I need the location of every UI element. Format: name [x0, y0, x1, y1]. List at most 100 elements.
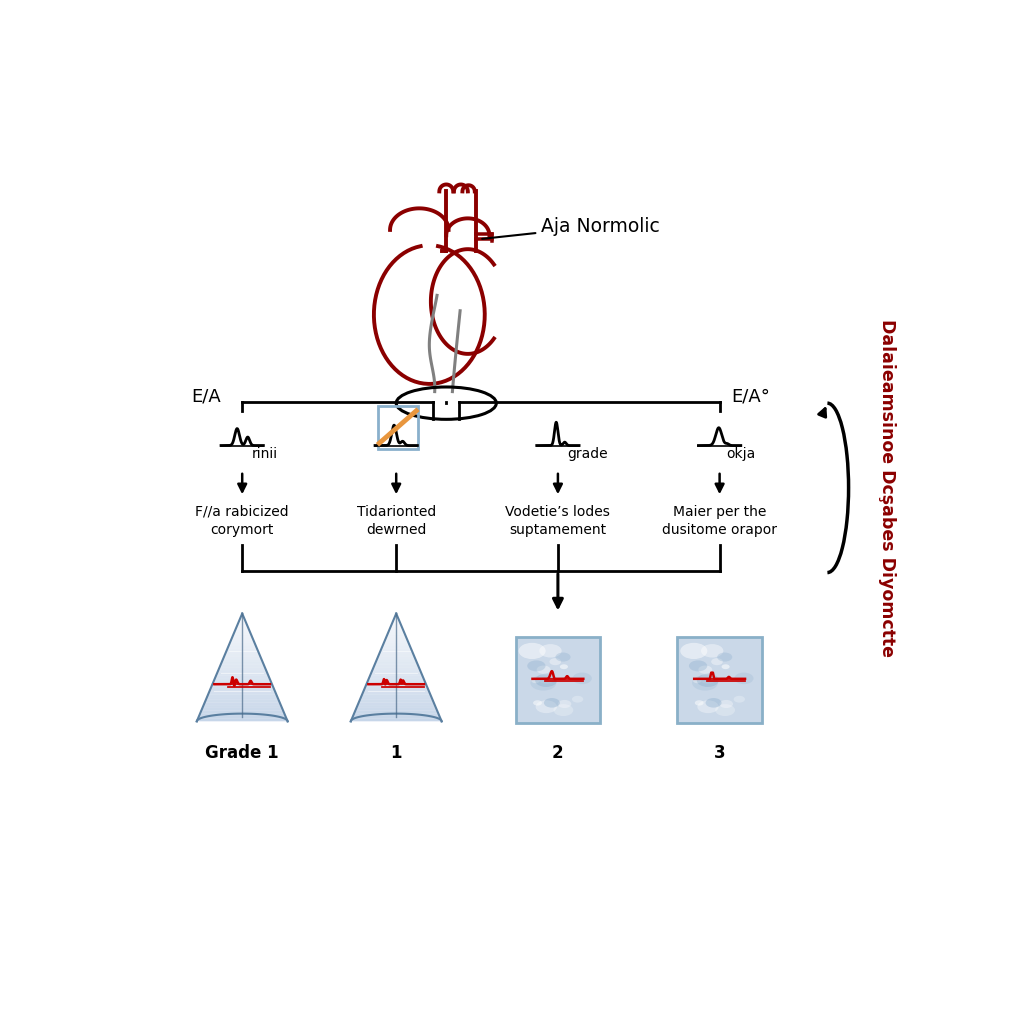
Polygon shape: [387, 633, 406, 635]
Ellipse shape: [560, 665, 568, 669]
Polygon shape: [389, 627, 403, 630]
Text: Vodetieʼs lodes
suptamement: Vodetieʼs lodes suptamement: [506, 505, 610, 538]
Polygon shape: [198, 716, 287, 719]
Text: Grade 1: Grade 1: [206, 743, 279, 762]
Ellipse shape: [572, 673, 592, 684]
Polygon shape: [390, 625, 401, 627]
Ellipse shape: [701, 644, 723, 657]
Ellipse shape: [711, 658, 723, 666]
Polygon shape: [205, 699, 280, 702]
Polygon shape: [355, 708, 437, 711]
Polygon shape: [199, 714, 286, 716]
Polygon shape: [228, 643, 256, 646]
Ellipse shape: [550, 658, 561, 666]
Text: okja: okja: [726, 447, 755, 461]
Polygon shape: [384, 640, 409, 643]
Bar: [378, 407, 418, 450]
Polygon shape: [226, 648, 258, 651]
Ellipse shape: [540, 644, 561, 657]
Text: 3: 3: [714, 743, 725, 762]
Polygon shape: [351, 719, 441, 721]
Polygon shape: [215, 676, 269, 678]
Polygon shape: [382, 646, 411, 648]
Polygon shape: [374, 665, 419, 668]
Ellipse shape: [558, 700, 571, 708]
Polygon shape: [204, 702, 281, 706]
Polygon shape: [236, 627, 249, 630]
Ellipse shape: [518, 643, 546, 659]
Polygon shape: [362, 691, 430, 694]
Ellipse shape: [697, 674, 719, 687]
Polygon shape: [353, 714, 439, 716]
Polygon shape: [207, 694, 278, 697]
Ellipse shape: [544, 698, 560, 708]
Polygon shape: [370, 673, 422, 676]
Polygon shape: [391, 622, 400, 625]
Text: F//a rabicized
corymort: F//a rabicized corymort: [196, 505, 289, 538]
Polygon shape: [357, 702, 435, 706]
Polygon shape: [213, 681, 271, 684]
Polygon shape: [361, 694, 431, 697]
Polygon shape: [232, 635, 253, 638]
Text: Aja Normolic: Aja Normolic: [482, 216, 659, 239]
Polygon shape: [394, 616, 398, 618]
Polygon shape: [216, 673, 268, 676]
Polygon shape: [368, 678, 425, 681]
Polygon shape: [227, 646, 257, 648]
Polygon shape: [208, 691, 276, 694]
Polygon shape: [197, 719, 288, 721]
Polygon shape: [233, 633, 251, 635]
Text: 1: 1: [390, 743, 402, 762]
Ellipse shape: [734, 673, 754, 684]
Polygon shape: [372, 670, 421, 673]
Polygon shape: [358, 699, 434, 702]
Ellipse shape: [689, 660, 708, 672]
Ellipse shape: [537, 666, 551, 674]
Polygon shape: [386, 635, 407, 638]
Ellipse shape: [536, 700, 557, 713]
Polygon shape: [238, 622, 247, 625]
Polygon shape: [202, 708, 283, 711]
Polygon shape: [376, 659, 417, 663]
Polygon shape: [393, 618, 399, 622]
Polygon shape: [210, 686, 274, 689]
Polygon shape: [212, 684, 272, 686]
Polygon shape: [240, 616, 245, 618]
Polygon shape: [218, 668, 266, 670]
Polygon shape: [241, 613, 244, 616]
Ellipse shape: [698, 666, 713, 674]
Polygon shape: [206, 697, 279, 699]
Bar: [515, 637, 600, 724]
Text: Maier per the
dusitome orapor: Maier per the dusitome orapor: [663, 505, 777, 538]
Ellipse shape: [680, 643, 708, 659]
Text: 2: 2: [552, 743, 564, 762]
Polygon shape: [203, 706, 282, 708]
Polygon shape: [365, 686, 428, 689]
Polygon shape: [224, 654, 260, 656]
Ellipse shape: [697, 700, 719, 713]
Polygon shape: [359, 697, 432, 699]
Polygon shape: [378, 654, 415, 656]
Polygon shape: [225, 651, 259, 654]
Polygon shape: [364, 689, 429, 691]
Ellipse shape: [693, 678, 701, 683]
Ellipse shape: [527, 660, 546, 672]
Polygon shape: [367, 681, 426, 684]
Ellipse shape: [699, 674, 716, 684]
Ellipse shape: [539, 674, 554, 684]
Ellipse shape: [720, 700, 733, 708]
Polygon shape: [230, 638, 254, 640]
Ellipse shape: [722, 665, 730, 669]
Polygon shape: [214, 678, 270, 681]
Ellipse shape: [553, 705, 573, 716]
Text: E/A°: E/A°: [731, 387, 770, 406]
Text: rinii: rinii: [252, 447, 278, 461]
Polygon shape: [385, 638, 408, 640]
Polygon shape: [220, 663, 264, 665]
Ellipse shape: [692, 675, 718, 690]
Text: grade: grade: [567, 447, 608, 461]
Polygon shape: [219, 665, 265, 668]
Polygon shape: [377, 656, 416, 659]
Polygon shape: [395, 613, 397, 616]
Polygon shape: [380, 648, 412, 651]
